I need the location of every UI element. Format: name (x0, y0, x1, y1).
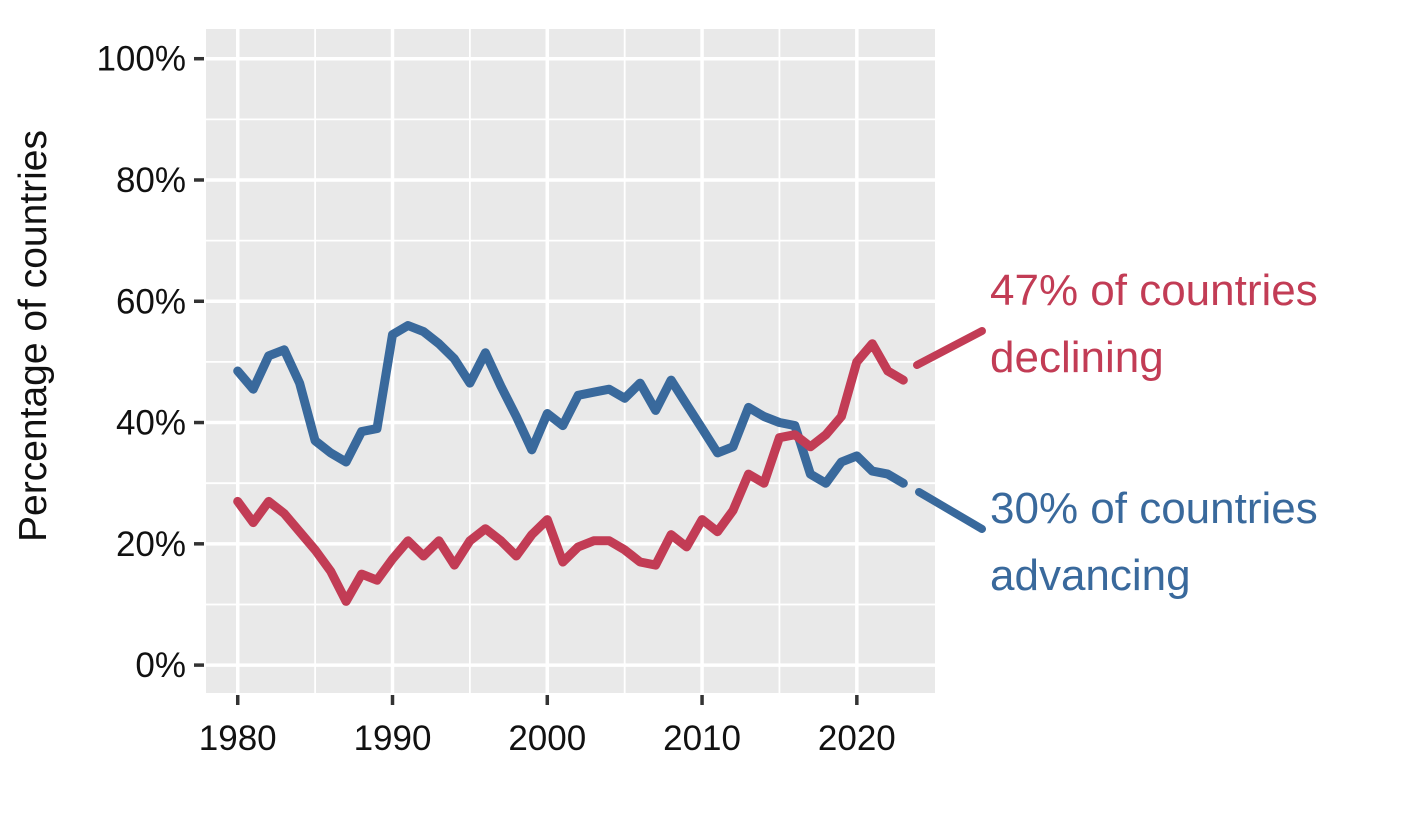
advancing-leader-line (915, 488, 986, 533)
plot-panel (206, 29, 935, 693)
y-tick-label: 100% (96, 40, 186, 79)
y-tick-label: 40% (116, 404, 186, 443)
declining-leader-line (913, 327, 986, 369)
y-tick-label: 60% (116, 282, 186, 321)
y-tick-label: 80% (116, 161, 186, 200)
y-axis-title: Percentage of countries (12, 130, 55, 542)
x-tick-label: 2000 (508, 719, 586, 758)
declining-line (233, 339, 908, 606)
y-tick-label: 20% (116, 525, 186, 564)
advancing-line (233, 321, 908, 488)
x-tick-label: 2020 (818, 719, 896, 758)
declining-annotation-line1: 47% of countries (990, 266, 1318, 315)
x-tick-label: 1980 (199, 719, 277, 758)
y-tick-label: 0% (135, 646, 186, 685)
advancing-annotation-line2: advancing (990, 551, 1191, 600)
x-tick-label: 2010 (663, 719, 741, 758)
declining-annotation-line2: declining (990, 333, 1164, 382)
chart-layer: 0% 20% 40% 60% 80% 100% 1980 1990 2000 2010 2020 (96, 29, 935, 758)
advancing-annotation-line1: 30% of countries (990, 484, 1318, 533)
x-tick-label: 1990 (354, 719, 432, 758)
